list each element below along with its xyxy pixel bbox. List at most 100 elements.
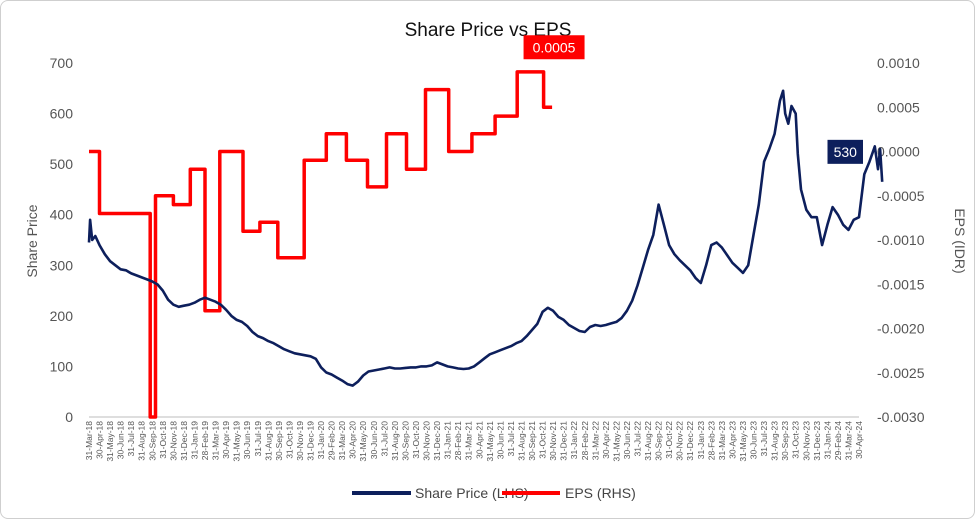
x-tick: 31-Mar-23	[717, 421, 727, 460]
x-tick: 30-Jun-21	[495, 421, 505, 460]
y-tick-left: 0	[65, 409, 73, 425]
y-axis-right: -0.0030 -0.0025 -0.0020 -0.0015 -0.0010 -0.00…	[877, 55, 925, 425]
x-tick: 31-May-18	[105, 421, 115, 462]
x-tick: 31-Jul-23	[759, 421, 769, 457]
x-tick: 31-Oct-21	[538, 421, 548, 459]
x-tick: 31-Mar-19	[211, 421, 221, 460]
series-layer	[87, 70, 884, 419]
x-tick: 31-Aug-19	[263, 421, 273, 461]
x-tick: 31-Dec-18	[179, 421, 189, 461]
value-badge-text: 0.0005	[533, 39, 576, 55]
x-tick: 30-Jun-23	[749, 421, 759, 460]
x-tick: 30-Apr-22	[601, 421, 611, 459]
x-tick: 31-Oct-23	[791, 421, 801, 459]
x-tick: 30-Apr-19	[221, 421, 231, 459]
x-tick: 31-Oct-18	[158, 421, 168, 459]
x-tick: 31-Jan-24	[822, 421, 832, 460]
value-badge-text: 530	[834, 144, 858, 160]
legend-label-share-price: Share Price (LHS)	[415, 485, 529, 501]
x-tick: 29-Feb-24	[833, 421, 843, 460]
y-tick-left: 200	[50, 308, 74, 324]
x-tick: 31-Jul-18	[126, 421, 136, 457]
x-tick: 31-Jul-22	[632, 421, 642, 457]
x-tick: 31-Mar-21	[464, 421, 474, 460]
y-tick-right: -0.0015	[877, 276, 925, 292]
x-tick: 31-Mar-20	[337, 421, 347, 460]
x-tick: 31-Dec-19	[306, 421, 316, 461]
y-tick-right: 0.0010	[877, 55, 920, 71]
y-axis-left: 0 100 200 300 400 500 600 700	[50, 55, 74, 425]
y-tick-left: 500	[50, 156, 74, 172]
y-tick-left: 700	[50, 55, 74, 71]
x-tick: 30-Sep-20	[400, 421, 410, 461]
x-tick: 31-Oct-22	[664, 421, 674, 459]
annotation-layer: 0.0005 530	[523, 35, 863, 164]
x-tick: 31-Dec-22	[685, 421, 695, 461]
x-tick: 31-Dec-20	[432, 421, 442, 461]
x-tick: 30-Apr-21	[474, 421, 484, 459]
x-tick: 30-Apr-18	[95, 421, 105, 459]
x-tick: 31-Dec-23	[812, 421, 822, 461]
x-tick: 31-Aug-23	[770, 421, 780, 461]
y-tick-right: 0.0005	[877, 99, 920, 115]
x-tick: 31-Jan-23	[696, 421, 706, 460]
x-tick: 31-Aug-22	[643, 421, 653, 461]
x-tick: 31-Jan-22	[569, 421, 579, 460]
x-tick: 31-Dec-21	[559, 421, 569, 461]
x-tick: 30-Nov-20	[422, 421, 432, 461]
x-tick: 31-Jul-21	[506, 421, 516, 457]
x-tick: 31-Jan-19	[189, 421, 199, 460]
x-tick: 29-Feb-20	[327, 421, 337, 460]
y-tick-right: -0.0010	[877, 232, 925, 248]
x-tick: 31-Aug-20	[390, 421, 400, 461]
x-tick: 31-Oct-19	[284, 421, 294, 459]
y-tick-right: 0.0000	[877, 144, 920, 160]
eps-series-line	[89, 70, 553, 419]
y-tick-right: -0.0025	[877, 365, 925, 381]
x-tick: 30-Sep-19	[274, 421, 284, 461]
x-tick: 28-Feb-21	[453, 421, 463, 460]
y-tick-left: 300	[50, 257, 74, 273]
x-tick: 31-Jan-20	[316, 421, 326, 460]
y-tick-right: -0.0005	[877, 188, 925, 204]
x-tick: 30-Sep-23	[780, 421, 790, 461]
x-tick: 30-Sep-21	[527, 421, 537, 461]
x-tick: 30-Nov-23	[801, 421, 811, 461]
x-tick: 31-Aug-18	[137, 421, 147, 461]
legend: Share Price (LHS) EPS (RHS)	[352, 485, 636, 501]
x-tick: 30-Nov-22	[675, 421, 685, 461]
x-tick: 31-Oct-20	[411, 421, 421, 459]
x-tick: 30-Nov-19	[295, 421, 305, 461]
y-tick-right: -0.0030	[877, 409, 925, 425]
legend-label-eps: EPS (RHS)	[565, 485, 636, 501]
x-tick: 30-Apr-23	[727, 421, 737, 459]
x-tick: 31-Jul-20	[379, 421, 389, 457]
x-tick: 31-May-22	[611, 421, 621, 462]
x-tick: 31-Jan-21	[443, 421, 453, 460]
x-tick: 31-Mar-22	[590, 421, 600, 460]
x-tick: 30-Jun-18	[116, 421, 126, 460]
y-tick-left: 400	[50, 207, 74, 223]
x-tick: 31-Mar-18	[84, 421, 94, 460]
x-tick: 30-Apr-24	[854, 421, 864, 459]
x-tick: 31-May-20	[358, 421, 368, 462]
y-axis-left-label: Share Price	[24, 204, 40, 277]
x-tick: 30-Nov-21	[548, 421, 558, 461]
y-tick-left: 600	[50, 106, 74, 122]
x-tick: 31-May-21	[485, 421, 495, 462]
x-tick: 31-Mar-24	[843, 421, 853, 460]
x-tick: 30-Jun-20	[369, 421, 379, 460]
x-tick: 30-Sep-22	[654, 421, 664, 461]
x-tick: 28-Feb-23	[706, 421, 716, 460]
share-price-series-line	[87, 89, 884, 387]
x-tick: 30-Apr-20	[348, 421, 358, 459]
x-tick: 31-May-23	[738, 421, 748, 462]
y-axis-right-label: EPS (IDR)	[952, 208, 968, 273]
x-tick: 30-Jun-19	[242, 421, 252, 460]
y-tick-left: 100	[50, 358, 74, 374]
x-tick: 30-Jun-22	[622, 421, 632, 460]
x-axis: 31-Mar-18 30-Apr-18 31-May-18 30-Jun-18 31-J…	[84, 421, 864, 462]
x-tick: 30-Sep-18	[147, 421, 157, 461]
x-tick: 30-Nov-18	[168, 421, 178, 461]
x-tick: 31-Jul-19	[253, 421, 263, 457]
